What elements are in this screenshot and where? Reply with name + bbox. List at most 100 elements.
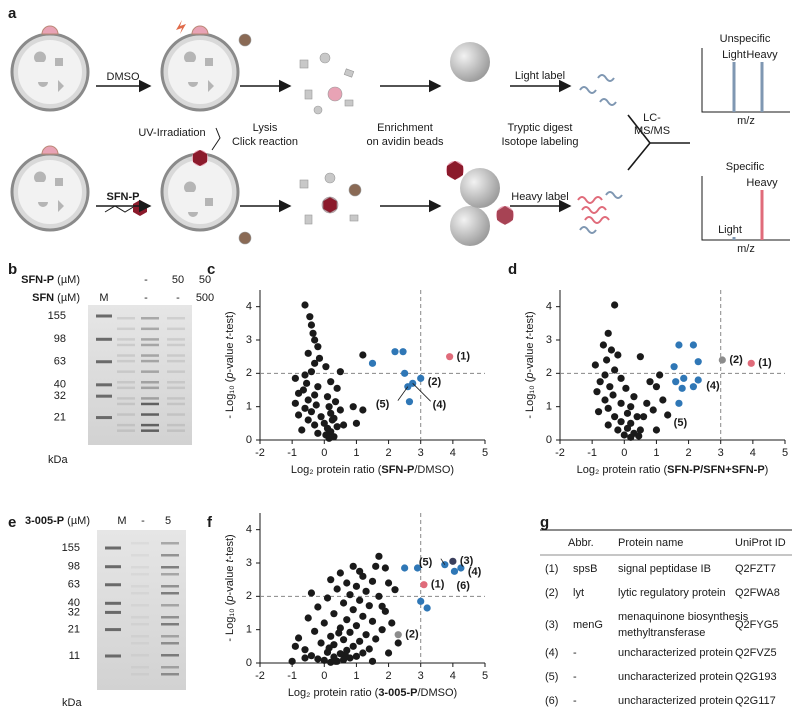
point [694,376,702,384]
point [314,655,322,663]
point [384,649,393,657]
spectrum: Unspecific Light Heavy m/z [701,33,790,127]
ms-label: LC- [643,112,661,124]
lane-band [167,381,185,384]
x-tick-label: 1 [353,447,359,459]
lane-label: 50 [172,274,184,286]
point-label: (4) [468,566,482,578]
peak-label: Light [722,49,746,61]
cell-abbr: - [573,647,577,659]
axis-label: m/z [737,115,755,127]
treatment: SFN-P [107,191,140,203]
point [611,301,619,309]
point [349,642,357,650]
lane-label: 5 [165,515,171,527]
table-header: Abbr. [568,537,594,549]
x-tick-label: 4 [750,447,756,459]
leader-line [412,383,431,402]
x-axis-label: Log₂ protein ratio (SFN-P/SFN+SFN-P) [577,464,769,476]
cell-id: Q2FZT7 [735,563,776,575]
point [304,614,312,622]
point-label: (2) [428,376,442,388]
point [304,396,312,404]
lane-band [167,338,185,341]
text-part: /DMSO) [417,687,457,699]
point [359,612,367,620]
point [394,631,402,639]
point [599,341,607,349]
x-tick-label: 3 [418,670,424,682]
text-part: p [224,372,236,379]
x-tick-label: 1 [653,447,659,459]
point [336,368,344,376]
point-label: (5) [674,417,688,429]
ladder-band [105,628,121,632]
marker-label: 21 [68,624,80,636]
point [304,349,312,357]
lane-label: M [99,292,108,304]
marker-label: 98 [54,333,66,345]
point [394,639,402,647]
point [309,329,317,337]
panel-letter: e [8,514,16,531]
lane-label: - [144,274,148,286]
text-part: -value [224,562,236,595]
marker-label: 63 [68,579,80,591]
peak-label: Light [718,224,742,236]
cell-abbr: - [573,695,577,707]
point [301,654,309,662]
cell-abbr: - [573,671,577,683]
lane-band [117,429,135,432]
lane-band [161,635,179,638]
point [423,604,431,612]
cell-number: (5) [545,671,558,683]
bead [446,42,514,246]
point [627,433,635,441]
x-tick-label: -2 [255,447,265,459]
lane-band [167,413,185,416]
cell-abbr: lyt [573,587,584,599]
point [352,622,361,630]
table-header: UniProt ID [735,537,786,549]
point [288,657,296,665]
point [346,591,354,599]
point [623,409,632,417]
peptides [577,74,623,234]
point [405,398,414,406]
point [617,374,625,382]
point [362,631,370,639]
ladder-band [96,383,112,387]
point [298,426,306,434]
point [307,408,316,416]
point [343,616,351,624]
x-tick-label: 5 [782,447,788,459]
lane-band [167,317,185,320]
point [401,564,409,572]
cell-id: Q2G117 [735,695,776,707]
lane-band [141,413,159,416]
lane-band [161,616,179,619]
y-axis-label: - Log₁₀ (p-value t-test) [524,311,536,418]
point [327,632,335,640]
x-tick-label: 4 [450,670,456,682]
text-part: 3-005-P [25,515,64,527]
lane-band [131,566,149,569]
point [372,635,380,643]
lane-band [131,642,149,645]
row-label: SFN (µM) [32,292,80,304]
point [678,384,686,392]
point [362,587,370,595]
lane-band [117,413,135,416]
point [630,393,638,401]
y-axis-label: - Log₁₀ (p-value t-test) [224,311,236,418]
lane-band [131,666,149,669]
text-part: t [524,335,536,339]
text-part: /DMSO) [414,464,454,476]
spectrum-title: Specific [726,161,765,173]
point [659,396,667,404]
point [317,413,325,421]
step: Isotope labeling [501,136,578,148]
point [372,562,380,570]
lane-band [161,666,179,669]
unit-label: kDa [62,697,82,709]
